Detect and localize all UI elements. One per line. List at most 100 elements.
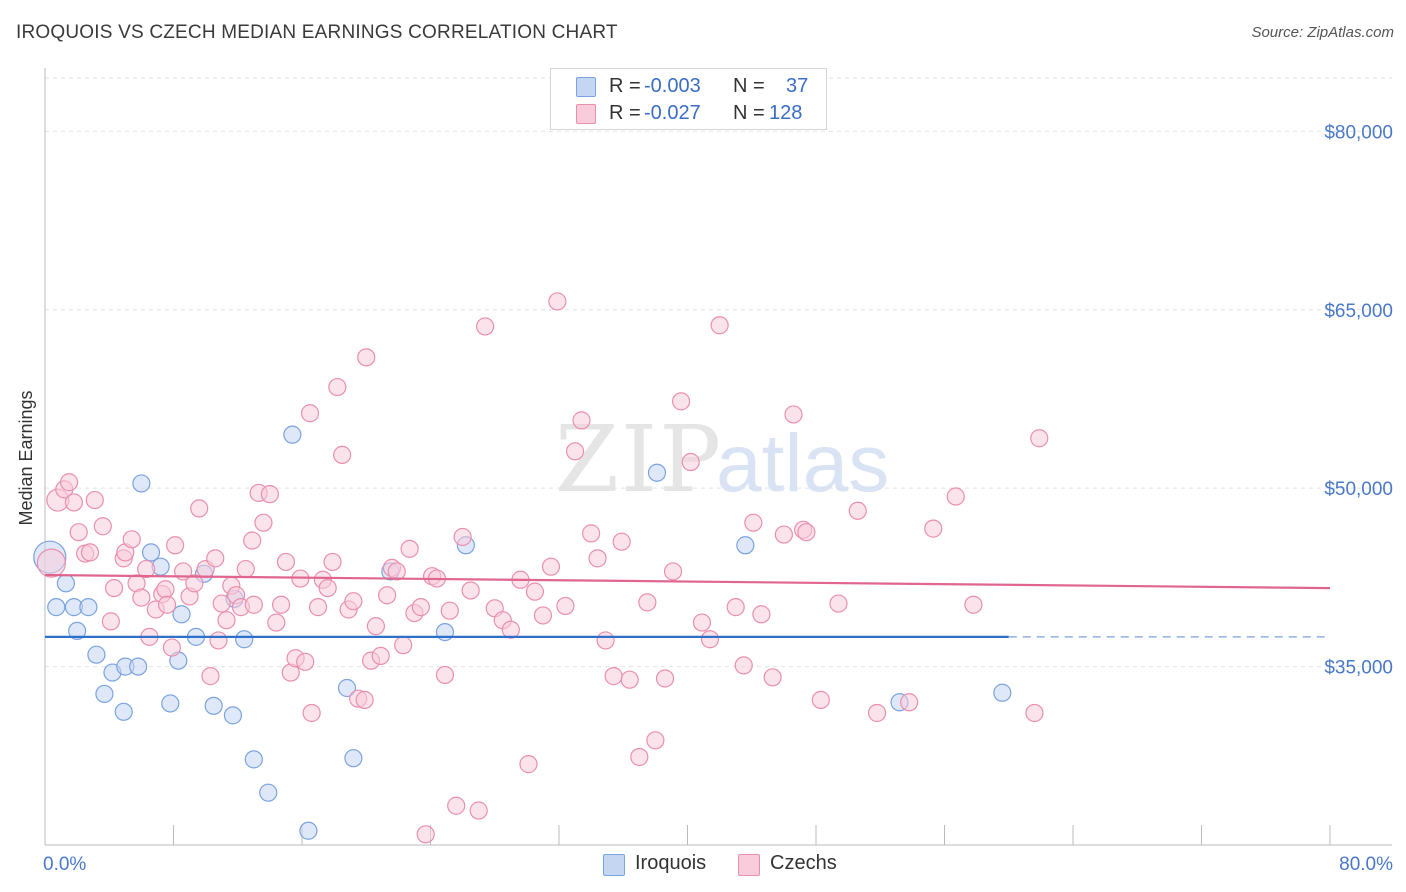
czechs-point: [157, 595, 177, 614]
stats-row-iroquois: R = -0.003 N = 37: [551, 73, 826, 100]
r-label: R =: [609, 102, 641, 124]
czechs-point: [461, 581, 480, 600]
czechs-point: [572, 411, 591, 430]
czechs-point: [453, 527, 472, 547]
czechs-point: [355, 690, 374, 709]
stats-box: R = -0.003 N = 37 R = -0.027 N = 128: [550, 68, 827, 130]
n-value: 128: [769, 102, 803, 124]
iroquois-point: [736, 536, 755, 555]
czechs-point: [744, 513, 763, 532]
czechs-point: [387, 562, 406, 581]
y-tick-label: $50,000: [1324, 479, 1393, 500]
czechs-point: [811, 690, 830, 709]
czechs-point: [469, 801, 488, 820]
czechs-point: [440, 601, 459, 620]
czechs-point: [276, 552, 296, 572]
iroquois-point: [244, 750, 263, 769]
czechs-point: [59, 473, 79, 492]
czechs-point: [272, 595, 291, 614]
czechs-point: [638, 593, 657, 612]
iroquois-point: [95, 684, 114, 704]
y-tick-label: $80,000: [1324, 122, 1393, 143]
czechs-point: [1025, 703, 1044, 723]
czechs-point: [308, 598, 328, 617]
grid-lines: [45, 77, 1392, 668]
czechs-point: [357, 348, 376, 367]
watermark: ZIP atlas: [555, 406, 889, 513]
czechs-point: [64, 493, 84, 512]
czechs-point: [612, 532, 631, 551]
czechs-point: [900, 693, 919, 712]
iroquois-point: [87, 645, 106, 664]
n-label: N =: [733, 102, 765, 124]
czechs-point: [137, 559, 156, 579]
czechs-point: [476, 317, 495, 336]
czechs-point: [302, 703, 321, 723]
czechs-swatch: [576, 104, 596, 124]
trend-lines: [44, 573, 1331, 638]
czechs-legend-swatch: [738, 854, 760, 876]
iroquois-point: [172, 605, 191, 624]
iroquois-point: [235, 630, 254, 649]
czechs-point: [501, 620, 520, 639]
czechs-point: [620, 670, 639, 689]
x-min-label: 0.0%: [43, 854, 86, 875]
czechs-point: [244, 595, 263, 614]
czechs-point: [217, 611, 236, 630]
czechs-point: [209, 631, 228, 650]
iroquois-point: [161, 694, 180, 713]
czechs-point: [525, 582, 545, 601]
czechs-point: [435, 665, 455, 685]
czechs-point: [548, 292, 567, 311]
czechs-point: [774, 525, 793, 544]
czechs-point: [318, 578, 337, 598]
source-label: Source: ZipAtlas.com: [1251, 24, 1394, 41]
iroquois-point: [68, 621, 87, 641]
czechs-point: [378, 586, 397, 605]
iroquois-point: [647, 463, 667, 482]
czechs-point: [867, 703, 887, 723]
czechs-point: [206, 549, 225, 568]
czechs-point: [122, 530, 141, 549]
x-max-label: 80.0%: [1339, 854, 1393, 875]
czechs-point: [254, 513, 273, 532]
czechs-point: [371, 646, 390, 665]
czechs-point: [829, 594, 848, 613]
czechs-point: [671, 392, 691, 411]
czechs-point: [132, 588, 151, 607]
czechs-trend-line: [44, 573, 1331, 590]
czechs-point: [166, 536, 185, 555]
czechs-point: [848, 501, 867, 520]
r-value: -0.027: [644, 102, 701, 124]
czechs-point: [296, 652, 315, 671]
czechs-point: [710, 316, 729, 335]
czechs-point: [582, 524, 601, 543]
n-label: N =: [733, 75, 765, 97]
iroquois-point: [223, 706, 243, 725]
czechs-point: [964, 595, 983, 614]
y-tick-labels: $35,000 $50,000 $65,000 $80,000: [1324, 122, 1393, 678]
czechs-point: [604, 667, 623, 686]
watermark-atlas: atlas: [716, 418, 889, 509]
czechs-point: [784, 405, 803, 424]
czechs-point: [533, 606, 553, 625]
czechs-point: [596, 631, 615, 650]
czechs-point: [655, 669, 675, 688]
iroquois-point: [114, 702, 133, 721]
czechs-point: [333, 445, 352, 464]
czechs-point: [162, 638, 181, 657]
iroquois-point: [337, 678, 357, 698]
czechs-point: [36, 548, 67, 578]
legend-label: Czechs: [770, 852, 837, 874]
czechs-point: [156, 580, 175, 599]
czechs-point: [328, 377, 347, 397]
iroquois-swatch: [576, 77, 596, 97]
iroquois-legend-swatch: [603, 854, 625, 876]
iroquois-point: [79, 598, 98, 617]
iroquois-point: [141, 543, 161, 562]
czechs-point: [85, 490, 104, 510]
czechs-point: [541, 557, 561, 576]
czechs-point: [763, 668, 782, 687]
iroquois-point: [283, 425, 302, 444]
